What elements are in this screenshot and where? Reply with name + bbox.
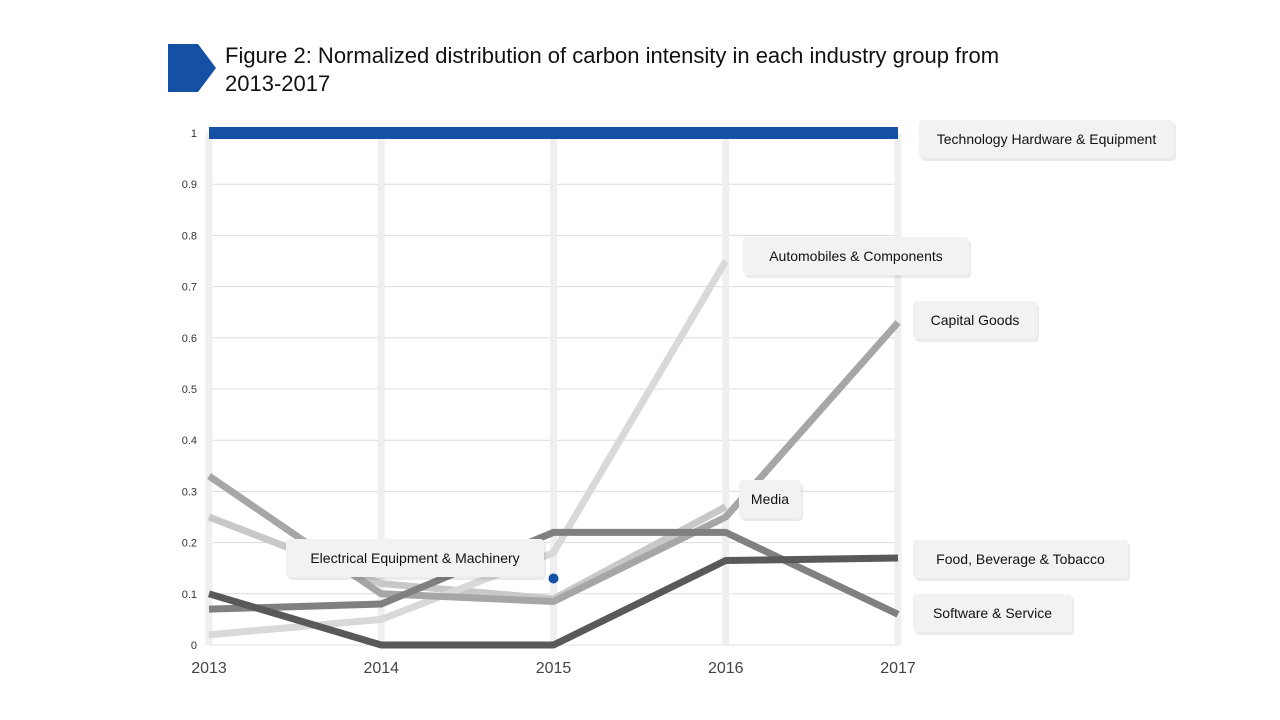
x-tick-label: 2017 bbox=[880, 660, 916, 677]
series-labels: Technology Hardware & Equipment Automobil… bbox=[286, 120, 1176, 635]
y-tick-label: 0.2 bbox=[182, 538, 197, 550]
electrical-equipment-and-machinery-label: Electrical Equipment & Machinery bbox=[310, 550, 519, 566]
title-marker-icon bbox=[168, 44, 216, 92]
technology-hardware-and-equipment-label-box bbox=[919, 120, 1174, 158]
y-tick-label: 0.9 bbox=[182, 179, 197, 191]
x-axis-ticks: 2013 2014 2015 2016 2017 bbox=[191, 660, 916, 677]
software-and-service-label: Software & Service bbox=[933, 605, 1052, 621]
automobiles-and-components-label-box bbox=[743, 237, 969, 275]
technology-hardware-and-equipment-label: Technology Hardware & Equipment bbox=[937, 131, 1157, 147]
x-tick-label: 2013 bbox=[191, 660, 227, 677]
software-and-service-label-box bbox=[913, 594, 1072, 632]
y-tick-label: 0.6 bbox=[182, 333, 197, 345]
food-beverage-and-tobacco-label-box bbox=[913, 540, 1128, 578]
x-tick-label: 2015 bbox=[536, 660, 572, 677]
x-tick-label: 2014 bbox=[363, 660, 399, 677]
capital-goods-label: Capital Goods bbox=[931, 312, 1020, 328]
automobiles-and-components-label: Automobiles & Components bbox=[769, 248, 943, 264]
capital-goods-label-box bbox=[913, 301, 1037, 339]
media-label: Media bbox=[751, 491, 789, 507]
y-axis-ticks: 0 0.1 0.2 0.3 0.4 0.5 0.6 0.7 0.8 0.9 1 bbox=[182, 128, 197, 652]
food-beverage-and-tobacco-line bbox=[208, 554, 899, 649]
food-beverage-and-tobacco-label: Food, Beverage & Tobacco bbox=[936, 551, 1105, 567]
series-lines bbox=[207, 127, 901, 649]
automobiles-and-components-line bbox=[208, 259, 729, 639]
electrical-equipment-and-machinery-point bbox=[548, 573, 559, 584]
electrical-equipment-and-machinery-label-box bbox=[286, 539, 544, 577]
y-tick-label: 0.3 bbox=[182, 486, 197, 498]
y-tick-label: 0.7 bbox=[182, 282, 197, 294]
y-tick-label: 0.8 bbox=[182, 230, 197, 242]
y-tick-label: 0.5 bbox=[182, 384, 197, 396]
y-tick-label: 1 bbox=[191, 128, 197, 140]
y-tick-label: 0 bbox=[191, 640, 197, 652]
y-tick-label: 0.4 bbox=[182, 435, 197, 447]
chart-title: Figure 2: Normalized distribution of car… bbox=[225, 43, 1000, 96]
media-label-box bbox=[739, 480, 801, 518]
y-tick-label: 0.1 bbox=[182, 589, 197, 601]
x-tick-label: 2016 bbox=[708, 660, 744, 677]
